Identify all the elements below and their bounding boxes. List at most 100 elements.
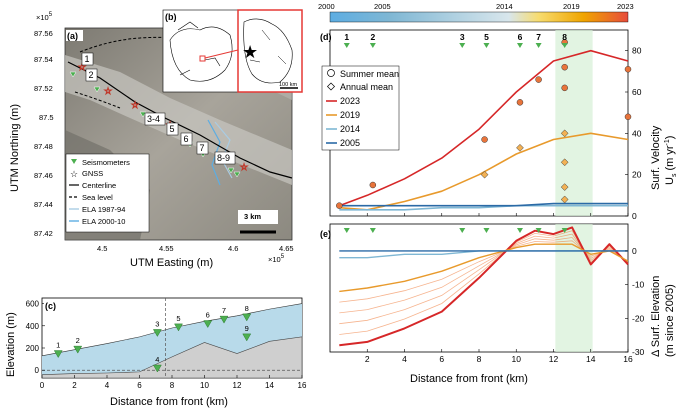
interp-line [339, 233, 629, 325]
colorbar-tick-2014: 2014 [496, 2, 513, 11]
panel-a-ylabel: UTM Northing (m) [9, 104, 21, 192]
panel-e-ylabel-2: (m since 2005) [664, 284, 676, 357]
x-tick-label: 4 [105, 381, 110, 390]
svg-text:ELA 1987-94: ELA 1987-94 [82, 205, 125, 214]
svg-text:☆: ☆ [104, 86, 112, 96]
panel-a-yticks: 87.56 87.54 87.52 87.5 87.48 87.46 87.44… [34, 29, 54, 238]
panel-c-letter: (c) [45, 301, 56, 311]
svg-text:87.54: 87.54 [34, 55, 53, 64]
panel-b-letter: (b) [165, 12, 177, 22]
svg-text:5: 5 [170, 124, 175, 134]
y-tick-label: -30 [632, 347, 645, 357]
x-tick-label: 2 [365, 354, 370, 364]
y-tick-label: 40 [632, 128, 642, 138]
station-label: 7 [222, 306, 226, 315]
station-marker [343, 228, 350, 233]
station-marker [369, 43, 376, 48]
svg-text:87.42: 87.42 [34, 229, 53, 238]
svg-text:Seismometers: Seismometers [82, 158, 130, 167]
x-tick-label: 6 [439, 354, 444, 364]
panel-d-legend: Summer mean Annual mean 2023 2019 2014 2… [321, 65, 400, 151]
y-tick-label: -20 [632, 313, 645, 323]
panel-e-letter: (e) [320, 229, 331, 239]
annual-mean-point [480, 170, 489, 179]
svg-text:2014: 2014 [340, 124, 360, 134]
summer-mean-point [516, 99, 524, 106]
station-marker [203, 320, 213, 329]
svg-text:4.5: 4.5 [97, 244, 107, 253]
x-tick-label: 4 [402, 354, 407, 364]
station-label: 7 [536, 32, 541, 42]
x-tick-label: 14 [265, 381, 274, 390]
summer-mean-point [369, 181, 377, 189]
series-line-2019 [339, 132, 629, 211]
svg-text:Annual mean: Annual mean [340, 82, 393, 92]
star-icon: ★ [242, 42, 258, 62]
sea-level-line-2 [74, 91, 121, 109]
ice-area [42, 303, 302, 375]
panel-b: ★ 100 km (b) [162, 9, 303, 93]
x-tick-label: 10 [200, 381, 209, 390]
station-label: 1 [344, 32, 349, 42]
station-marker [73, 345, 83, 354]
annual-mean-point [516, 143, 524, 152]
highlight-band [555, 224, 593, 352]
y-tick-label: -10 [632, 280, 645, 290]
x-tick-label: 10 [512, 354, 522, 364]
station-label: 5 [484, 32, 489, 42]
station-marker [53, 350, 63, 359]
summer-mean-point [481, 136, 488, 143]
scalebar-bg [238, 210, 278, 224]
panel-a-xticks: 4.5 4.55 4.6 4.65 [97, 244, 294, 253]
annual-mean-point [560, 158, 569, 167]
svg-text:1: 1 [85, 54, 90, 64]
bed-area [41, 336, 303, 379]
series-line-2014 [339, 204, 628, 211]
summer-mean-point [561, 63, 568, 71]
colorbar-tick-2005: 2005 [374, 2, 391, 11]
svg-text:ELA 2000-10: ELA 2000-10 [82, 217, 125, 226]
svg-text:87.5: 87.5 [39, 113, 54, 122]
inset-connector [204, 49, 239, 59]
panel-a-y-exp: ×105 [36, 12, 53, 22]
station-marker [343, 43, 350, 48]
svg-text:Centerline: Centerline [82, 181, 116, 190]
surface-line [41, 303, 303, 357]
colorbar-tick-2000: 2000 [318, 2, 335, 11]
x-tick-label: 2 [72, 381, 77, 390]
series-line-2019 [339, 243, 629, 293]
station-marker [152, 329, 162, 337]
station-label: 4 [155, 355, 159, 364]
svg-text:2: 2 [89, 70, 94, 80]
interp-line [339, 237, 629, 314]
station-marker [152, 364, 162, 373]
x-tick-label: 8 [477, 354, 482, 364]
y-tick-label: 0 [632, 246, 637, 256]
annual-mean-point [560, 129, 569, 138]
x-tick-label: 0 [40, 381, 45, 390]
x-tick-label: 12 [549, 354, 559, 364]
panel-e-xlabel: Distance from front (km) [410, 373, 528, 385]
summer-mean-point [336, 202, 343, 209]
panel-e-ylabel-1: Δ Surf. Elevation [650, 276, 662, 357]
svg-text:3-4: 3-4 [147, 114, 160, 124]
y-tick-label: 600 [26, 300, 40, 309]
colorbar: 2000 2005 2014 2019 2023 [318, 2, 634, 23]
x-tick-label: 16 [623, 354, 633, 364]
svg-text:6: 6 [184, 134, 189, 144]
interp-line [339, 240, 629, 303]
panel-d-letter: (d) [320, 32, 332, 42]
station-marker [483, 228, 490, 233]
station-marker [483, 43, 490, 48]
highlight-band [555, 30, 593, 216]
svg-text:7: 7 [200, 143, 205, 153]
svg-text:87.44: 87.44 [34, 200, 53, 209]
y-tick-label: 80 [632, 46, 642, 56]
panel-e: 0 -10 -20 -30 2 4 6 8 10 12 14 16 (e) Distance from… [320, 223, 676, 385]
series-line-2023 [339, 49, 629, 207]
site-labels-a: 1 2 3-4 5 6 7 8-9 [81, 52, 236, 165]
station-marker [174, 323, 183, 332]
station-marker [369, 228, 376, 233]
svg-text:4.6: 4.6 [228, 244, 238, 253]
